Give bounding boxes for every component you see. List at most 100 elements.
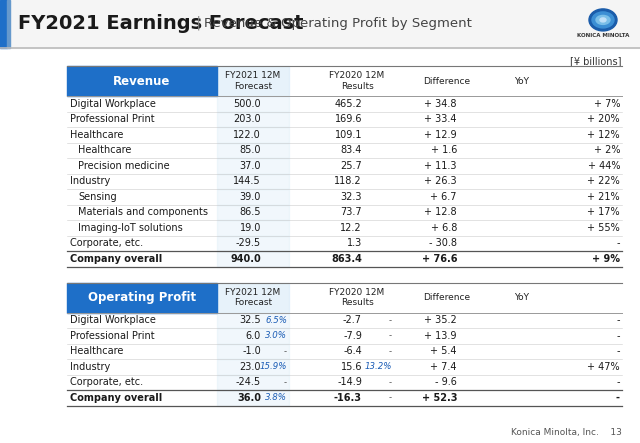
Text: 15.6: 15.6 xyxy=(340,362,362,372)
Text: -24.5: -24.5 xyxy=(236,377,261,387)
Text: -6.4: -6.4 xyxy=(343,346,362,356)
Text: 36.0: 36.0 xyxy=(237,393,261,403)
Text: Industry: Industry xyxy=(70,362,110,372)
Ellipse shape xyxy=(589,9,617,31)
Text: 940.0: 940.0 xyxy=(230,254,261,264)
Text: 32.3: 32.3 xyxy=(340,192,362,202)
Text: -29.5: -29.5 xyxy=(236,238,261,248)
Bar xyxy=(217,112,289,127)
Bar xyxy=(217,283,289,312)
Text: + 55%: + 55% xyxy=(588,223,620,233)
Text: -: - xyxy=(616,315,620,325)
Text: 6.0: 6.0 xyxy=(246,331,261,341)
Text: Materials and components: Materials and components xyxy=(78,207,208,217)
Bar xyxy=(0,0,7,48)
Text: -: - xyxy=(284,347,287,356)
Text: Corporate, etc.: Corporate, etc. xyxy=(70,238,143,248)
Text: 85.0: 85.0 xyxy=(239,145,261,155)
Bar xyxy=(217,158,289,174)
Text: Operating Profit: Operating Profit xyxy=(88,291,196,304)
Text: Professional Print: Professional Print xyxy=(70,331,155,341)
Text: Professional Print: Professional Print xyxy=(70,114,155,124)
Text: - 30.8: - 30.8 xyxy=(429,238,457,248)
Text: + 76.6: + 76.6 xyxy=(422,254,457,264)
Text: 39.0: 39.0 xyxy=(239,192,261,202)
Text: YoY: YoY xyxy=(515,293,529,302)
Text: Difference: Difference xyxy=(424,293,470,302)
Text: 144.5: 144.5 xyxy=(234,176,261,186)
Ellipse shape xyxy=(596,16,610,24)
Text: -: - xyxy=(389,316,392,325)
Text: Industry: Industry xyxy=(70,176,110,186)
Text: -: - xyxy=(616,238,620,248)
Text: + 34.8: + 34.8 xyxy=(424,99,457,109)
Text: Healthcare: Healthcare xyxy=(70,346,124,356)
Text: FY2020 12M: FY2020 12M xyxy=(330,71,385,80)
Bar xyxy=(217,328,289,343)
Bar xyxy=(217,189,289,205)
Text: Company overall: Company overall xyxy=(70,393,163,403)
Text: [¥ billions]: [¥ billions] xyxy=(570,56,622,66)
Text: -: - xyxy=(616,331,620,341)
Text: |: | xyxy=(192,16,205,30)
Text: FY2021 Earnings Forecast: FY2021 Earnings Forecast xyxy=(18,14,303,32)
Text: Healthcare: Healthcare xyxy=(70,130,124,140)
Text: + 7%: + 7% xyxy=(593,99,620,109)
Text: + 11.3: + 11.3 xyxy=(424,161,457,171)
Text: Healthcare: Healthcare xyxy=(78,145,131,155)
Text: 118.2: 118.2 xyxy=(334,176,362,186)
Text: + 20%: + 20% xyxy=(588,114,620,124)
Text: + 12.8: + 12.8 xyxy=(424,207,457,217)
Bar xyxy=(0,0,640,48)
Text: 73.7: 73.7 xyxy=(340,207,362,217)
Text: 169.6: 169.6 xyxy=(335,114,362,124)
Text: + 6.7: + 6.7 xyxy=(431,192,457,202)
Text: Forecast: Forecast xyxy=(234,299,272,307)
Text: + 12%: + 12% xyxy=(588,130,620,140)
Text: + 33.4: + 33.4 xyxy=(424,114,457,124)
Text: Digital Workplace: Digital Workplace xyxy=(70,315,156,325)
Bar xyxy=(217,343,289,359)
Text: Results: Results xyxy=(340,299,373,307)
Text: FY2021 12M: FY2021 12M xyxy=(225,71,280,80)
Text: 25.7: 25.7 xyxy=(340,161,362,171)
Text: Revenue: Revenue xyxy=(113,74,171,88)
Text: + 26.3: + 26.3 xyxy=(424,176,457,186)
Text: -1.0: -1.0 xyxy=(243,346,261,356)
Text: FY2021 12M: FY2021 12M xyxy=(225,288,280,297)
Bar xyxy=(217,205,289,220)
Text: + 12.9: + 12.9 xyxy=(424,130,457,140)
Text: 3.8%: 3.8% xyxy=(265,393,287,402)
Text: - 9.6: - 9.6 xyxy=(435,377,457,387)
Text: 1.3: 1.3 xyxy=(347,238,362,248)
Text: 37.0: 37.0 xyxy=(239,161,261,171)
Text: Digital Workplace: Digital Workplace xyxy=(70,99,156,109)
Text: KONICA MINOLTA: KONICA MINOLTA xyxy=(577,33,629,38)
Text: + 22%: + 22% xyxy=(588,176,620,186)
Text: -: - xyxy=(284,378,287,387)
Bar xyxy=(217,127,289,143)
Text: 122.0: 122.0 xyxy=(233,130,261,140)
Bar xyxy=(217,359,289,374)
Bar xyxy=(217,174,289,189)
Bar xyxy=(217,312,289,328)
Bar xyxy=(7,0,10,48)
Bar xyxy=(217,390,289,405)
Text: Imaging-IoT solutions: Imaging-IoT solutions xyxy=(78,223,183,233)
Text: 83.4: 83.4 xyxy=(340,145,362,155)
Text: 465.2: 465.2 xyxy=(334,99,362,109)
Text: + 7.4: + 7.4 xyxy=(431,362,457,372)
Text: 3.0%: 3.0% xyxy=(265,331,287,340)
Text: Corporate, etc.: Corporate, etc. xyxy=(70,377,143,387)
Text: -7.9: -7.9 xyxy=(343,331,362,341)
Text: Forecast: Forecast xyxy=(234,82,272,91)
Text: + 6.8: + 6.8 xyxy=(431,223,457,233)
Text: + 13.9: + 13.9 xyxy=(424,331,457,341)
Bar xyxy=(67,283,217,312)
Text: 32.5: 32.5 xyxy=(239,315,261,325)
Text: -14.9: -14.9 xyxy=(337,377,362,387)
Text: + 9%: + 9% xyxy=(592,254,620,264)
Bar xyxy=(67,66,217,96)
Bar xyxy=(217,220,289,236)
Bar xyxy=(217,251,289,267)
